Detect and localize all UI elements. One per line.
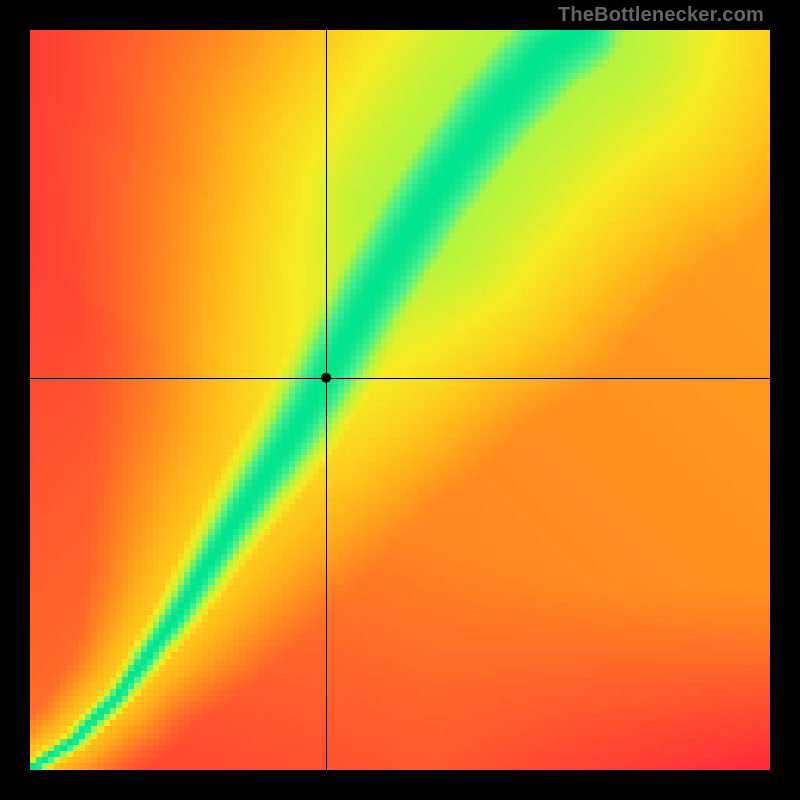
bottleneck-heatmap bbox=[30, 30, 770, 770]
chart-frame: TheBottlenecker.com bbox=[0, 0, 800, 800]
watermark-label: TheBottlenecker.com bbox=[558, 4, 764, 27]
